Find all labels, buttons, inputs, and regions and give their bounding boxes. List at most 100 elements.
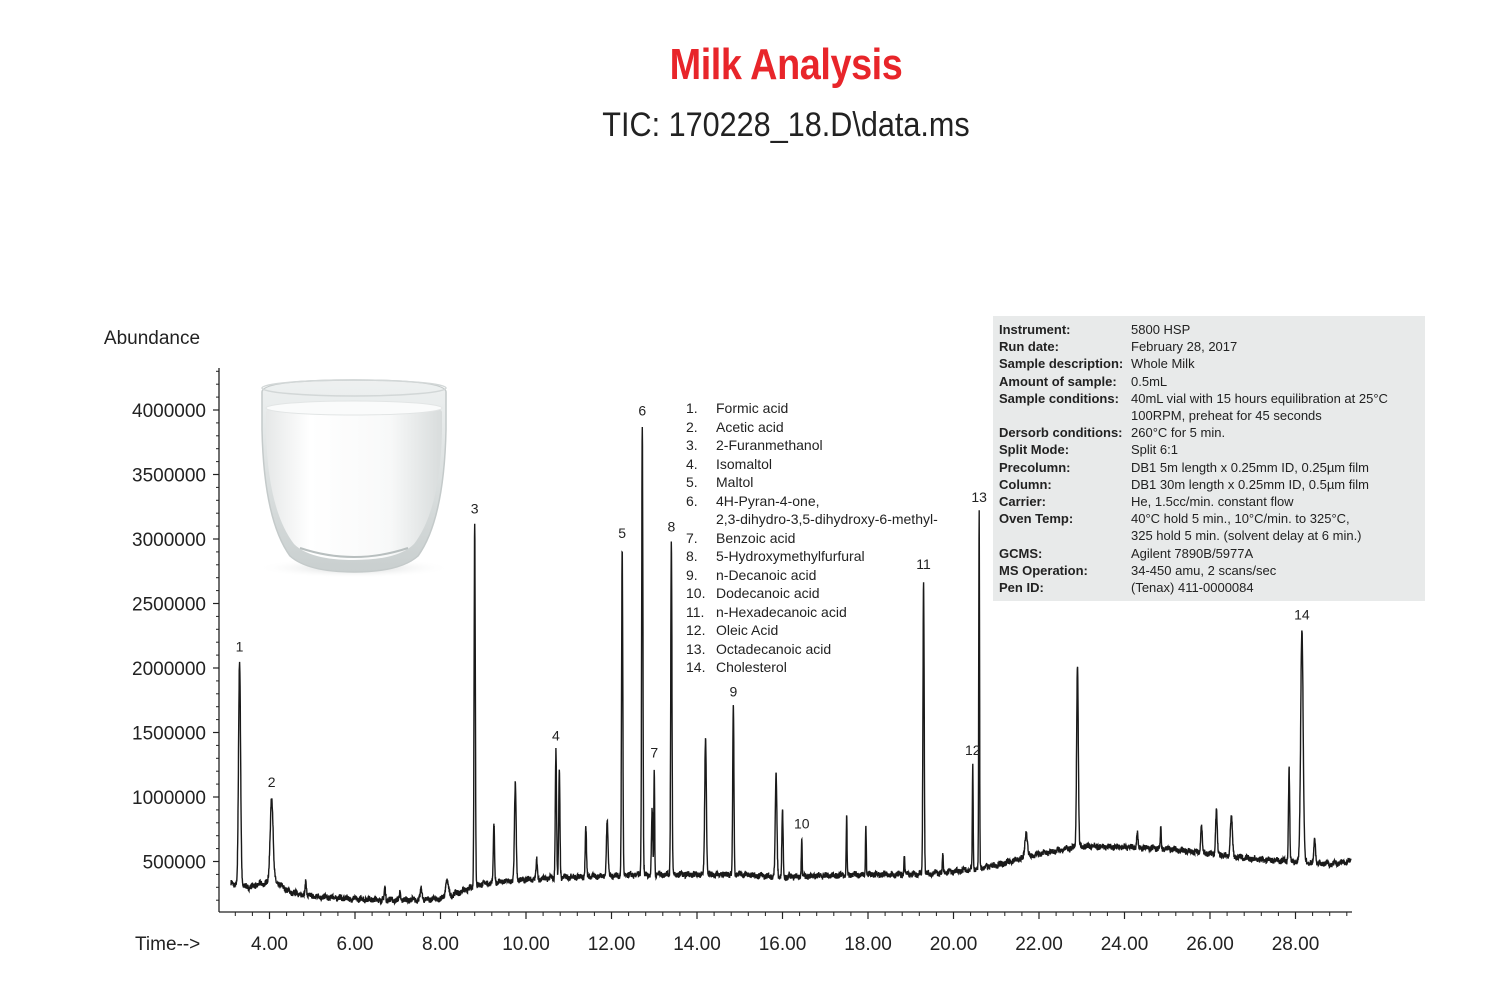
y-tick-label: 4000000 (132, 401, 206, 422)
x-tick-label: 16.00 (759, 934, 807, 955)
peak-label-12: 12 (965, 742, 981, 758)
peak-label-14: 14 (1294, 606, 1310, 622)
peak-label-3: 3 (471, 501, 479, 517)
info-key: MS Operation: (999, 562, 1088, 578)
x-tick-label: 8.00 (422, 934, 459, 955)
info-key: Amount of sample: (999, 373, 1117, 389)
info-key: Carrier: (999, 494, 1046, 509)
info-value: February 28, 2017 (1131, 339, 1238, 355)
info-value: 260°C for 5 min. (1131, 425, 1226, 441)
x-tick-label: 24.00 (1101, 934, 1149, 955)
info-key: Instrument: (999, 322, 1071, 337)
info-key: Oven Temp: (999, 511, 1074, 527)
compound-number: 10. (686, 585, 706, 601)
compound-name: 2-Furanmethanol (716, 437, 823, 453)
compound-name: Octadecanoic acid (716, 640, 832, 657)
compound-name: Cholesterol (716, 659, 787, 675)
x-axis-ticks: 4.00 6.00 8.00 10.00 12.00 14.00 16.00 18.00 20.… (251, 912, 1319, 955)
info-value: 40°C hold 5 min., 10°C/min. to 325°C, (1131, 511, 1350, 527)
peak-label-5: 5 (618, 525, 626, 541)
compound-number: 6. (686, 492, 698, 509)
compound-number: 4. (686, 455, 698, 472)
info-key: Sample description: (999, 356, 1124, 372)
compound-name: Acetic acid (716, 418, 784, 435)
compound-number: 3. (686, 437, 698, 453)
compound-number: 12. (686, 622, 706, 638)
page-subtitle: TIC: 170228_18.D\data.ms (602, 106, 970, 144)
x-tick-label: 28.00 (1272, 934, 1320, 955)
peak-label-1: 1 (236, 639, 244, 655)
peak-label-9: 9 (729, 684, 737, 700)
y-tick-label: 1000000 (132, 788, 206, 809)
y-tick-label: 500000 (143, 853, 206, 874)
x-tick-label: 10.00 (502, 934, 550, 955)
compound-name: Dodecanoic acid (716, 585, 820, 601)
info-value: Agilent 7890B/5977A (1131, 545, 1254, 561)
info-value: DB1 5m length x 0.25mm ID, 0.25µm film (1131, 459, 1369, 475)
compound-name: Maltol (716, 474, 754, 490)
peak-label-13: 13 (971, 489, 987, 505)
compound-name: Isomaltol (716, 455, 773, 472)
compound-name: n-Decanoic acid (716, 566, 817, 583)
peak-label-2: 2 (268, 774, 276, 790)
x-axis-label: Time--> (135, 934, 200, 955)
info-value: 40mL vial with 15 hours equilibration at… (1131, 390, 1388, 406)
compound-name: Formic acid (716, 400, 789, 416)
y-tick-label: 1500000 (132, 724, 206, 745)
y-tick-label: 3000000 (132, 530, 206, 551)
compound-number: 11. (686, 603, 705, 620)
info-key: Dersorb conditions: (999, 425, 1123, 441)
peak-label-4: 4 (552, 728, 560, 744)
x-tick-label: 26.00 (1186, 934, 1234, 955)
x-tick-label: 18.00 (844, 934, 892, 955)
info-key: Column: (999, 476, 1052, 492)
info-key: Sample conditions: (999, 390, 1119, 406)
peak-label-8: 8 (667, 519, 675, 535)
info-value: 325 hold 5 min. (solvent delay at 6 min.… (1131, 528, 1362, 544)
compound-name: n-Hexadecanoic acid (716, 603, 847, 620)
info-value: Split 6:1 (1131, 442, 1178, 458)
glass-of-milk-icon (256, 379, 452, 578)
x-tick-label: 12.00 (588, 934, 636, 955)
peak-label-7: 7 (650, 744, 658, 760)
info-value: 34-450 amu, 2 scans/sec (1131, 562, 1277, 578)
peak-label-10: 10 (794, 815, 810, 831)
compound-name: 4H-Pyran-4-one, (716, 492, 820, 509)
info-key: Pen ID: (999, 580, 1044, 595)
peak-label-6: 6 (638, 402, 646, 418)
info-value: 5800 HSP (1131, 322, 1191, 337)
info-key: Precolumn: (999, 459, 1071, 475)
x-tick-label: 4.00 (251, 934, 288, 955)
compound-number: 13. (686, 640, 706, 657)
compound-number: 8. (686, 548, 698, 564)
compound-number: 7. (686, 529, 698, 546)
info-key: GCMS: (999, 545, 1043, 561)
compound-name: Oleic Acid (716, 622, 779, 638)
instrument-info-box: Instrument: 5800 HSP Run date: February 28,… (993, 316, 1425, 601)
y-minor-ticks (216, 370, 219, 901)
info-value: Whole Milk (1131, 356, 1195, 372)
peak-label-11: 11 (916, 556, 931, 572)
info-key: Split Mode: (999, 442, 1070, 458)
info-value: He, 1.5cc/min. constant flow (1131, 494, 1294, 509)
y-tick-label: 2000000 (132, 659, 206, 680)
compound-name: 5-Hydroxymethylfurfural (716, 548, 865, 564)
compound-number: 2. (686, 418, 698, 435)
info-key: Run date: (999, 339, 1059, 355)
info-value: DB1 30m length x 0.25mm ID, 0.5µm film (1131, 476, 1369, 492)
page-title: Milk Analysis (669, 40, 903, 89)
y-tick-label: 2500000 (132, 595, 206, 616)
info-value: 0.5mL (1131, 373, 1168, 389)
compound-number: 5. (686, 474, 698, 490)
compound-name: Benzoic acid (716, 529, 796, 546)
tic-trace (230, 426, 1352, 906)
x-tick-label: 22.00 (1015, 934, 1063, 955)
compound-number: 14. (686, 659, 706, 675)
info-value: 100RPM, preheat for 45 seconds (1131, 408, 1322, 423)
compound-name: 2,3-dihydro-3,5-dihydroxy-6-methyl- (716, 511, 938, 527)
y-axis-label: Abundance (104, 328, 200, 349)
compound-number: 9. (686, 566, 698, 583)
x-tick-label: 6.00 (337, 934, 374, 955)
